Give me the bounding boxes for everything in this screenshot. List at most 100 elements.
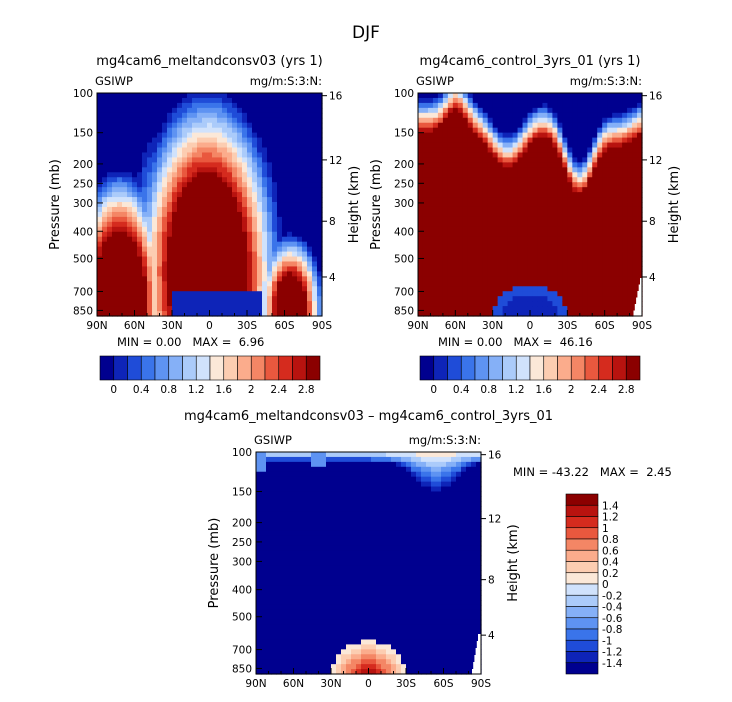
heatmap-cell (477, 97, 484, 104)
heatmap-cell (527, 226, 534, 233)
heatmap-cell (627, 246, 633, 253)
heatmap-cell (572, 226, 578, 233)
heatmap-cell (222, 127, 228, 134)
heatmap-cell (256, 590, 262, 596)
heatmap-cell (207, 301, 213, 307)
heatmap-cell (147, 271, 153, 277)
heatmap-cell (242, 152, 248, 159)
heatmap-cell (331, 461, 337, 468)
heatmap-cell (497, 236, 504, 243)
heatmap-cell (547, 251, 553, 258)
heatmap-cell (261, 496, 267, 502)
heatmap-cell (277, 197, 283, 203)
heatmap-cell (252, 231, 258, 238)
heatmap-cell (502, 276, 509, 282)
heatmap-cell (627, 107, 633, 114)
heatmap-cell (507, 152, 514, 159)
heatmap-cell (442, 162, 449, 168)
heatmap-cell (287, 162, 293, 168)
heatmap-cell (296, 530, 302, 537)
heatmap-cell (271, 604, 277, 611)
heatmap-cell (502, 127, 509, 134)
heatmap-cell (287, 132, 293, 139)
heatmap-cell (281, 629, 287, 636)
heatmap-cell (336, 535, 342, 542)
heatmap-cell (157, 187, 163, 193)
heatmap-cell (597, 211, 603, 218)
heatmap-cell (602, 246, 608, 253)
heatmap-cell (311, 456, 317, 463)
heatmap-cell (567, 311, 573, 317)
heatmap-cell (286, 476, 292, 483)
heatmap-cell (632, 107, 638, 114)
heatmap-cell (97, 216, 103, 223)
heatmap-cell (612, 202, 618, 208)
heatmap-cell (306, 654, 312, 660)
heatmap-cell (107, 301, 113, 307)
heatmap-cell (271, 669, 277, 675)
x-tick-label: 90N (86, 320, 107, 332)
heatmap-cell (122, 296, 128, 302)
heatmap-cell (316, 511, 322, 517)
heatmap-cell (311, 545, 317, 552)
heatmap-cell (557, 241, 563, 248)
heatmap-cell (627, 152, 633, 159)
heatmap-cell (296, 511, 302, 517)
heatmap-cell (177, 147, 183, 154)
heatmap-cell (122, 286, 128, 292)
heatmap-cell (607, 192, 613, 198)
heatmap-cell (522, 256, 529, 263)
heatmap-cell (132, 286, 138, 292)
heatmap-cell (452, 241, 459, 248)
heatmap-cell (572, 127, 578, 134)
colorbar-swatch (460, 355, 476, 381)
heatmap-cell (177, 311, 183, 317)
heatmap-cell (122, 187, 128, 193)
heatmap-cell (532, 132, 539, 139)
heatmap-cell (292, 261, 298, 268)
heatmap-cell (422, 311, 429, 317)
heatmap-cell (492, 271, 499, 277)
heatmap-cell (462, 127, 469, 134)
heatmap-cell (467, 276, 474, 282)
heatmap-cell (452, 137, 459, 144)
heatmap-cell (261, 644, 267, 650)
heatmap-cell (272, 206, 278, 213)
heatmap-cell (296, 669, 302, 675)
heatmap-cell (192, 157, 198, 163)
heatmap-cell (272, 172, 278, 178)
heatmap-cell (317, 211, 323, 218)
heatmap-cell (562, 266, 568, 272)
heatmap-cell (427, 266, 434, 272)
heatmap-cell (452, 296, 459, 302)
heatmap-cell (537, 281, 544, 287)
heatmap-cell (202, 236, 208, 243)
heatmap-cell (617, 216, 623, 223)
heatmap-cell (287, 276, 293, 282)
y-tick-label: 700 (394, 286, 414, 298)
heatmap-cell (306, 476, 312, 483)
heatmap-cell (507, 97, 514, 104)
heatmap-cell (262, 167, 268, 173)
heatmap-cell (142, 172, 148, 178)
heatmap-cell (207, 246, 213, 253)
heatmap-cell (252, 122, 258, 129)
heatmap-cell (617, 127, 623, 134)
heatmap-cell (587, 206, 593, 213)
heatmap-cell (117, 216, 123, 223)
heatmap-cell (607, 177, 613, 183)
heatmap-cell (597, 107, 603, 114)
colorbar-swatch (612, 355, 627, 381)
heatmap-cell (522, 102, 529, 109)
heatmap-cell (266, 476, 272, 483)
heatmap-cell (301, 476, 307, 483)
heatmap-cell (167, 206, 173, 213)
heatmap-cell (102, 157, 108, 163)
heatmap-cell (297, 231, 303, 238)
heatmap-cell (302, 301, 308, 307)
heatmap-cell (152, 246, 158, 253)
heatmap-cell (632, 112, 638, 119)
heatmap-cell (202, 202, 208, 208)
heatmap-cell (112, 266, 118, 272)
heatmap-cell (482, 93, 489, 99)
